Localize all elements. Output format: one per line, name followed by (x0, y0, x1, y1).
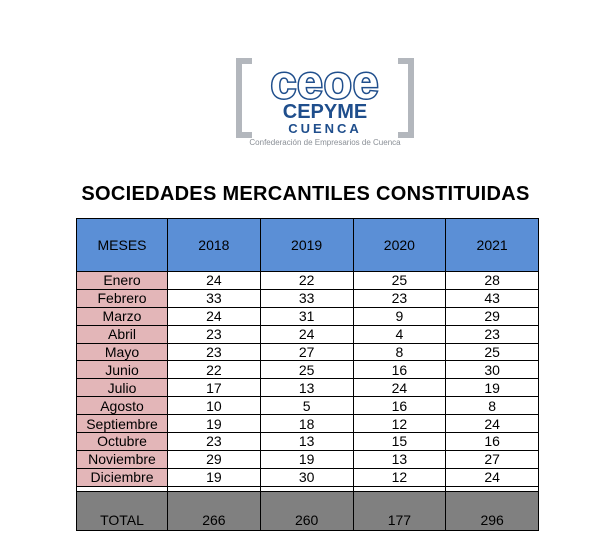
value-cell: 27 (259, 342, 354, 362)
header-row: MESES 2018 2019 2020 2021 (76, 218, 539, 272)
header-cell-2020: 2020 (352, 218, 447, 272)
table-row: Junio 22 25 16 30 (76, 360, 539, 380)
value-cell: 33 (259, 288, 354, 308)
month-cell: Diciembre (76, 467, 168, 487)
value-cell: 23 (352, 288, 447, 308)
table-row: Febrero 33 33 23 43 (76, 288, 539, 308)
value-cell: 31 (259, 306, 354, 326)
month-cell: Octubre (76, 432, 168, 451)
value-cell: 10 (167, 396, 261, 416)
value-cell: 16 (352, 396, 447, 416)
value-cell: 17 (167, 378, 261, 398)
value-cell: 23 (167, 432, 261, 451)
logo-left-bracket (236, 58, 252, 138)
table-row: Mayo 23 27 8 25 (76, 342, 539, 362)
month-cell: Mayo (76, 342, 168, 362)
logo-sub-text: CEPYME (282, 101, 368, 123)
total-cell-2020: 177 (352, 490, 447, 531)
month-cell: Enero (76, 271, 168, 290)
header-cell-2021: 2021 (445, 218, 539, 272)
value-cell: 27 (445, 449, 539, 469)
month-cell: Noviembre (76, 449, 168, 469)
total-cell-2021: 296 (445, 490, 539, 531)
value-cell: 24 (445, 467, 539, 487)
value-cell: 29 (445, 306, 539, 326)
total-cell-2018: 266 (167, 490, 261, 531)
value-cell: 29 (167, 449, 261, 469)
value-cell: 16 (445, 432, 539, 451)
table-row: Octubre 23 13 15 16 (76, 432, 539, 451)
page-title: SOCIEDADES MERCANTILES CONSTITUIDAS (81, 183, 530, 205)
total-label: TOTAL (76, 490, 168, 531)
value-cell: 8 (352, 342, 447, 362)
value-cell: 12 (352, 414, 447, 434)
data-table: MESES 2018 2019 2020 2021 Enero 24 22 25 28 F… (76, 218, 539, 531)
value-cell: 12 (352, 467, 447, 487)
value-cell: 19 (445, 378, 539, 398)
header-cell-2018: 2018 (167, 218, 261, 272)
value-cell: 4 (352, 324, 447, 344)
month-cell: Marzo (76, 306, 168, 326)
table-row: Abril 23 24 4 23 (76, 324, 539, 344)
value-cell: 43 (445, 288, 539, 308)
value-cell: 28 (445, 271, 539, 290)
total-row: TOTAL 266 260 177 296 (76, 490, 539, 531)
ceoe-cepyme-logo: ceoe CEPYME CUENCA Confederación de Empr… (236, 58, 414, 152)
table-row: Julio 17 13 24 19 (76, 378, 539, 398)
value-cell: 19 (167, 414, 261, 434)
value-cell: 15 (352, 432, 447, 451)
value-cell: 9 (352, 306, 447, 326)
header-cell-meses: MESES (76, 218, 168, 272)
table-row: Diciembre 19 30 12 24 (76, 467, 539, 487)
value-cell: 8 (445, 396, 539, 416)
value-cell: 24 (445, 414, 539, 434)
month-cell: Julio (76, 378, 168, 398)
value-cell: 19 (259, 449, 354, 469)
logo-right-bracket (398, 58, 414, 138)
month-cell: Abril (76, 324, 168, 344)
value-cell: 25 (445, 342, 539, 362)
value-cell: 33 (167, 288, 261, 308)
value-cell: 18 (259, 414, 354, 434)
value-cell: 30 (445, 360, 539, 380)
header-cell-2019: 2019 (259, 218, 354, 272)
value-cell: 13 (259, 378, 354, 398)
value-cell: 5 (259, 396, 354, 416)
value-cell: 22 (259, 271, 354, 290)
value-cell: 25 (259, 360, 354, 380)
value-cell: 13 (259, 432, 354, 451)
logo-tagline: Confederación de Empresarios de Cuenca (249, 138, 401, 147)
value-cell: 23 (167, 324, 261, 344)
logo-city-text: CUENCA (288, 121, 362, 136)
value-cell: 24 (167, 271, 261, 290)
value-cell: 24 (352, 378, 447, 398)
month-cell: Febrero (76, 288, 168, 308)
value-cell: 24 (167, 306, 261, 326)
value-cell: 30 (259, 467, 354, 487)
month-cell: Agosto (76, 396, 168, 416)
table-row: Marzo 24 31 9 29 (76, 306, 539, 326)
value-cell: 23 (445, 324, 539, 344)
table-row: Noviembre 29 19 13 27 (76, 449, 539, 469)
table-row: Agosto 10 5 16 8 (76, 396, 539, 416)
value-cell: 25 (352, 271, 447, 290)
value-cell: 13 (352, 449, 447, 469)
table-row: Septiembre 19 18 12 24 (76, 414, 539, 434)
logo-main-text: ceoe (269, 56, 380, 108)
value-cell: 16 (352, 360, 447, 380)
total-cell-2019: 260 (259, 490, 354, 531)
value-cell: 23 (167, 342, 261, 362)
value-cell: 22 (167, 360, 261, 380)
table-row: Enero 24 22 25 28 (76, 271, 539, 290)
month-cell: Junio (76, 360, 168, 380)
value-cell: 24 (259, 324, 354, 344)
month-cell: Septiembre (76, 414, 168, 434)
value-cell: 19 (167, 467, 261, 487)
